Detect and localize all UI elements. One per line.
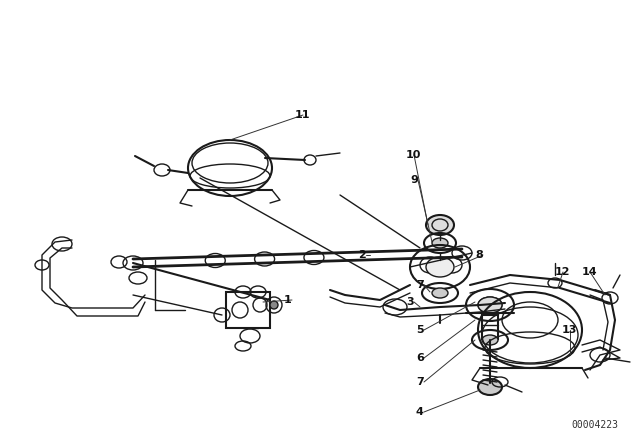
Text: 9: 9 (410, 175, 418, 185)
Bar (226, 292, 270, 328)
Ellipse shape (426, 257, 454, 277)
Text: 7: 7 (416, 280, 424, 290)
Ellipse shape (426, 215, 454, 235)
Bar (482, 315, 498, 339)
Text: 14: 14 (582, 267, 598, 277)
Ellipse shape (432, 288, 448, 298)
Text: 6: 6 (416, 353, 424, 363)
Text: 5: 5 (416, 325, 424, 335)
Text: 2: 2 (358, 250, 365, 260)
Text: 8: 8 (475, 250, 483, 260)
Ellipse shape (482, 335, 498, 345)
Text: 12: 12 (555, 267, 570, 277)
Text: 1: 1 (284, 295, 292, 305)
Ellipse shape (478, 379, 502, 395)
Text: 7: 7 (416, 377, 424, 387)
Text: 3: 3 (406, 297, 413, 307)
Ellipse shape (478, 297, 502, 313)
Text: 10: 10 (406, 150, 421, 160)
Text: 00004223: 00004223 (571, 420, 618, 430)
Ellipse shape (432, 238, 448, 248)
Text: 13: 13 (562, 325, 577, 335)
Text: 11: 11 (295, 110, 310, 120)
Ellipse shape (270, 301, 278, 309)
Text: 4: 4 (416, 407, 424, 417)
